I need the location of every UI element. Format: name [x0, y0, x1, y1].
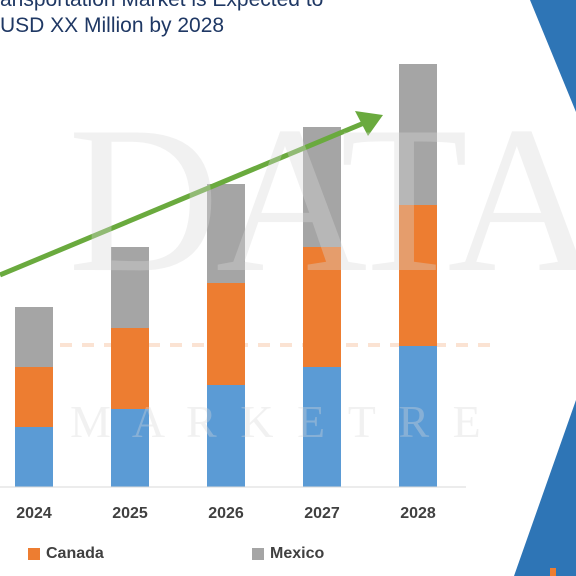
legend-label-mexico: Mexico [270, 545, 325, 562]
bar-canada-2026 [207, 283, 245, 385]
blue-corner-shape-bottom [514, 400, 576, 576]
legend-swatch-mexico [252, 548, 264, 560]
bar-canada-2024 [15, 367, 53, 427]
bar-us-2024 [15, 427, 53, 487]
x-tick-label: 2026 [208, 505, 244, 522]
chart-title-line-1: ansportation Market is Expected to [0, 0, 323, 12]
bar-us-2028 [399, 346, 437, 487]
trend-arrow-shaft [0, 120, 365, 278]
bar-mexico-2028 [399, 64, 437, 205]
bar-canada-2027 [303, 247, 341, 367]
bar-canada-2025 [111, 328, 149, 409]
trend-arrow-head [355, 111, 383, 136]
bottom-right-marker [550, 568, 556, 576]
bar-us-2026 [207, 385, 245, 487]
x-tick-label: 2028 [400, 505, 436, 522]
bars-group [15, 64, 437, 487]
bar-mexico-2024 [15, 307, 53, 367]
x-tick-label: 2027 [304, 505, 340, 522]
x-tick-label: 2024 [16, 505, 52, 522]
bar-canada-2028 [399, 205, 437, 346]
bar-us-2025 [111, 409, 149, 487]
x-tick-label: 2025 [112, 505, 148, 522]
legend-label-canada: Canada [46, 545, 104, 562]
legend-swatch-canada [28, 548, 40, 560]
blue-corner-shape-top [530, 0, 576, 112]
bar-mexico-2026 [207, 184, 245, 283]
bar-mexico-2025 [111, 247, 149, 328]
bar-us-2027 [303, 367, 341, 487]
chart-title-line-2: USD XX Million by 2028 [0, 14, 225, 37]
